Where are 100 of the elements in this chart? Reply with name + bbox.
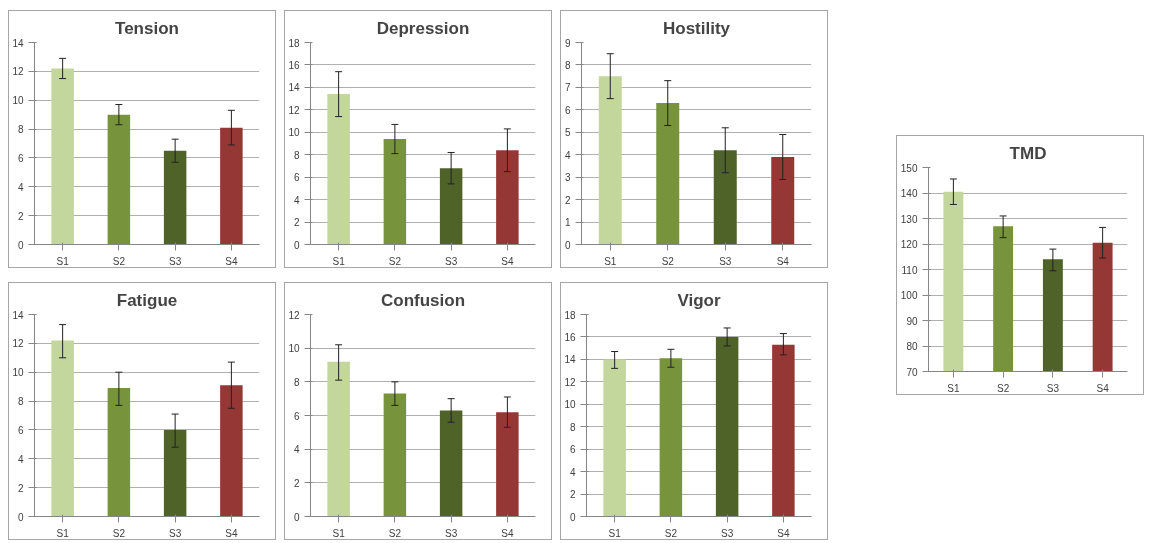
- y-tick-label: 4: [17, 181, 24, 193]
- bar: [51, 68, 74, 245]
- y-tick-label: 12: [288, 104, 300, 116]
- y-tick-label: 8: [293, 149, 300, 161]
- x-tick-label: S4: [501, 527, 514, 539]
- y-tick-label: 2: [564, 194, 571, 206]
- x-tick-label: S1: [604, 255, 617, 267]
- y-tick-label: 4: [17, 453, 24, 465]
- bar: [383, 393, 407, 517]
- chart-title: Depression: [376, 18, 470, 38]
- bar: [327, 361, 350, 517]
- y-tick-label: 8: [17, 124, 24, 136]
- y-tick-label: 0: [569, 511, 576, 523]
- y-tick-label: 2: [17, 482, 24, 494]
- x-tick-label: S2: [997, 382, 1010, 394]
- bar: [771, 156, 795, 245]
- bar: [220, 385, 243, 517]
- y-tick-label: 7: [564, 82, 571, 94]
- y-tick-label: 80: [906, 341, 918, 352]
- x-tick-label: S1: [56, 527, 70, 539]
- x-tick-label: S2: [112, 527, 126, 539]
- y-tick-label: 8: [17, 396, 24, 408]
- y-tick-label: 1: [564, 217, 571, 229]
- y-tick-label: 12: [564, 376, 576, 388]
- x-tick-label: S3: [721, 527, 734, 539]
- y-tick-label: 5: [564, 127, 571, 139]
- x-tick-label: S4: [1096, 382, 1110, 394]
- y-tick-label: 6: [17, 152, 24, 164]
- y-tick-label: 100: [900, 290, 918, 301]
- y-tick-label: 2: [293, 477, 300, 489]
- x-tick-label: S4: [501, 255, 514, 267]
- x-tick-label: S1: [332, 527, 346, 539]
- chart-title: Fatigue: [116, 290, 178, 310]
- y-tick-label: 90: [906, 315, 918, 327]
- y-tick-label: 4: [564, 149, 571, 161]
- bar: [496, 412, 519, 517]
- chart-title: Vigor: [677, 290, 721, 310]
- y-tick-label: 0: [293, 511, 300, 523]
- y-tick-label: 2: [569, 489, 576, 501]
- y-tick-label: 70: [906, 366, 918, 378]
- y-tick-label: 14: [12, 309, 24, 321]
- y-tick-label: 10: [12, 95, 24, 107]
- bar: [327, 94, 350, 245]
- x-tick-label: S3: [445, 255, 458, 267]
- bar: [163, 429, 187, 517]
- bar: [383, 139, 407, 245]
- bar: [51, 340, 74, 517]
- bar: [656, 103, 680, 245]
- bar: [107, 388, 131, 517]
- x-tick-label: S3: [1046, 382, 1060, 394]
- y-tick-label: 18: [564, 309, 576, 321]
- y-tick-label: 150: [900, 162, 918, 174]
- bar: [439, 168, 463, 245]
- chart-title: Confusion: [380, 290, 466, 310]
- y-tick-label: 3: [564, 172, 571, 184]
- y-tick-label: 16: [288, 59, 300, 71]
- x-tick-label: S3: [719, 255, 732, 267]
- y-tick-label: 140: [900, 188, 918, 199]
- y-tick-label: 6: [293, 410, 300, 422]
- x-tick-label: S1: [947, 382, 960, 394]
- y-tick-label: 14: [12, 37, 24, 49]
- bar: [220, 127, 243, 245]
- x-tick-label: S2: [388, 527, 402, 539]
- x-tick-label: S2: [112, 255, 126, 267]
- y-tick-label: 14: [288, 82, 300, 94]
- y-tick-label: 120: [900, 239, 918, 250]
- y-tick-label: 4: [293, 444, 300, 456]
- bar: [439, 410, 463, 517]
- y-tick-label: 10: [564, 399, 576, 411]
- bar: [163, 150, 187, 245]
- y-tick-label: 6: [293, 172, 300, 184]
- chart-title: Tension: [115, 18, 179, 38]
- y-tick-label: 4: [293, 194, 300, 206]
- y-tick-label: 6: [17, 424, 24, 436]
- y-tick-label: 14: [564, 354, 576, 366]
- x-tick-label: S3: [445, 527, 458, 539]
- y-tick-label: 12: [12, 66, 24, 78]
- x-tick-label: S1: [608, 527, 622, 539]
- x-tick-label: S3: [169, 255, 182, 267]
- y-tick-label: 4: [569, 466, 576, 478]
- y-tick-label: 0: [293, 239, 300, 251]
- chart-title: Hostility: [662, 18, 731, 38]
- x-tick-label: S2: [661, 255, 675, 267]
- y-tick-label: 8: [569, 421, 576, 433]
- y-tick-label: 16: [564, 331, 576, 343]
- y-tick-label: 6: [564, 104, 571, 116]
- y-tick-label: 0: [564, 239, 571, 251]
- y-tick-label: 2: [17, 210, 24, 222]
- y-tick-label: 8: [564, 59, 571, 71]
- y-tick-label: 0: [17, 511, 24, 523]
- y-tick-label: 110: [901, 264, 918, 276]
- x-tick-label: S1: [332, 255, 346, 267]
- y-tick-label: 8: [293, 376, 300, 388]
- bar: [496, 150, 519, 245]
- x-tick-label: S4: [776, 255, 790, 267]
- y-tick-label: 12: [288, 309, 300, 321]
- y-tick-label: 10: [12, 367, 24, 379]
- y-tick-label: 0: [17, 239, 24, 251]
- x-tick-label: S4: [777, 527, 790, 539]
- chart-title: TMD: [1009, 143, 1047, 163]
